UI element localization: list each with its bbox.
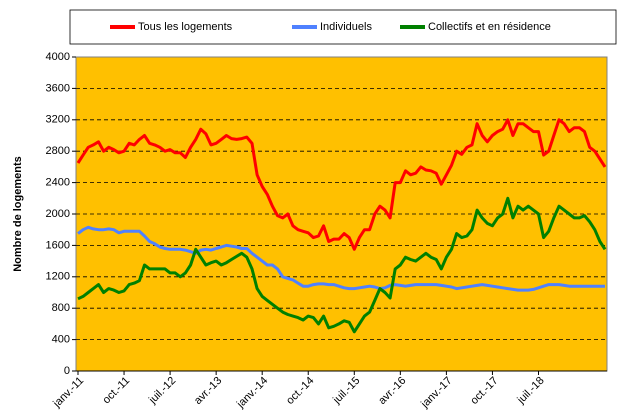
legend-label: Individuels (320, 21, 372, 33)
y-tick-label: 0 (64, 365, 70, 377)
x-tick-label: janv.-11 (50, 375, 86, 411)
x-tick-label: janv.-14 (234, 375, 270, 411)
y-tick-label: 400 (52, 334, 70, 346)
y-tick-label: 800 (52, 302, 70, 314)
y-tick-label: 3600 (46, 82, 70, 94)
y-tick-label: 2000 (46, 208, 70, 220)
x-tick-label: juil.-12 (146, 375, 178, 407)
y-tick-label: 2400 (46, 177, 70, 189)
x-tick-label: avr.-16 (376, 375, 408, 407)
x-tick-label: juil.-18 (515, 375, 547, 407)
x-tick-label: avr.-13 (192, 375, 224, 407)
y-axis-title: Nombre de logements (12, 156, 24, 272)
x-tick-label: oct.-11 (101, 375, 133, 407)
y-tick-label: 4000 (46, 51, 70, 63)
y-tick-label: 2800 (46, 145, 70, 157)
y-tick-label: 1200 (46, 271, 70, 283)
legend-label: Tous les logements (138, 21, 233, 33)
series-line (76, 118, 607, 251)
y-tick-label: 3200 (46, 114, 70, 126)
x-tick-label: oct.-17 (468, 375, 500, 407)
x-tick-label: janv.-17 (418, 375, 454, 411)
x-tick-label: oct.-14 (284, 375, 316, 407)
series-line (77, 225, 605, 292)
legend-box (69, 9, 617, 45)
y-tick-label: 1600 (46, 239, 70, 251)
series-line (77, 196, 607, 334)
x-tick-label: juil.-15 (330, 375, 362, 407)
legend-label: Collectifs et en résidence (428, 21, 551, 33)
